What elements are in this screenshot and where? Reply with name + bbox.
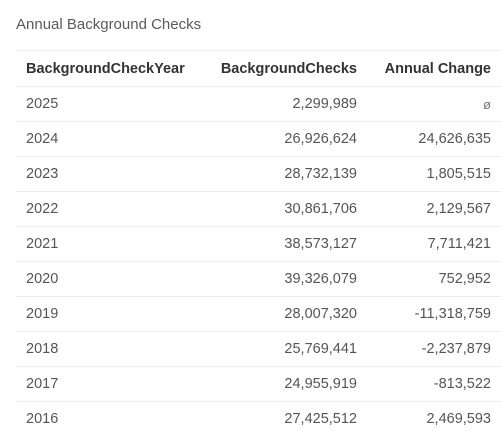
table-row: 2021 38,573,127 7,711,421 xyxy=(16,227,501,262)
table-row: 2016 27,425,512 2,469,593 xyxy=(16,402,501,436)
table-row: 2025 2,299,989 ø xyxy=(16,87,501,122)
cell-year: 2017 xyxy=(16,367,204,402)
table-row: 2020 39,326,079 752,952 xyxy=(16,262,501,297)
cell-year: 2018 xyxy=(16,332,204,367)
table-panel: Annual Background Checks BackgroundCheck… xyxy=(16,0,501,436)
cell-checks: 28,007,320 xyxy=(204,297,367,332)
cell-annual-change-null: ø xyxy=(367,87,501,122)
cell-annual-change: 752,952 xyxy=(367,262,501,297)
table-row: 2018 25,769,441 -2,237,879 xyxy=(16,332,501,367)
cell-annual-change: 2,469,593 xyxy=(367,402,501,436)
cell-checks: 28,732,139 xyxy=(204,157,367,192)
panel-title: Annual Background Checks xyxy=(16,0,501,51)
cell-checks: 24,955,919 xyxy=(204,367,367,402)
cell-year: 2021 xyxy=(16,227,204,262)
column-header-year[interactable]: BackgroundCheckYear xyxy=(16,51,204,87)
cell-annual-change: -813,522 xyxy=(367,367,501,402)
cell-checks: 25,769,441 xyxy=(204,332,367,367)
cell-checks: 30,861,706 xyxy=(204,192,367,227)
table-header-row: BackgroundCheckYear BackgroundChecks Ann… xyxy=(16,51,501,87)
cell-year: 2024 xyxy=(16,122,204,157)
cell-annual-change: 2,129,567 xyxy=(367,192,501,227)
cell-annual-change: 7,711,421 xyxy=(367,227,501,262)
column-header-annual-change[interactable]: Annual Change xyxy=(367,51,501,87)
cell-checks: 38,573,127 xyxy=(204,227,367,262)
table-row: 2022 30,861,706 2,129,567 xyxy=(16,192,501,227)
cell-checks: 2,299,989 xyxy=(204,87,367,122)
table-row: 2024 26,926,624 24,626,635 xyxy=(16,122,501,157)
cell-year: 2025 xyxy=(16,87,204,122)
cell-checks: 27,425,512 xyxy=(204,402,367,436)
cell-year: 2016 xyxy=(16,402,204,436)
cell-checks: 26,926,624 xyxy=(204,122,367,157)
cell-annual-change: 24,626,635 xyxy=(367,122,501,157)
cell-annual-change: -2,237,879 xyxy=(367,332,501,367)
table-row: 2023 28,732,139 1,805,515 xyxy=(16,157,501,192)
cell-annual-change: 1,805,515 xyxy=(367,157,501,192)
table-row: 2019 28,007,320 -11,318,759 xyxy=(16,297,501,332)
table-row: 2017 24,955,919 -813,522 xyxy=(16,367,501,402)
cell-annual-change: -11,318,759 xyxy=(367,297,501,332)
cell-year: 2023 xyxy=(16,157,204,192)
cell-year: 2022 xyxy=(16,192,204,227)
column-header-checks[interactable]: BackgroundChecks xyxy=(204,51,367,87)
cell-checks: 39,326,079 xyxy=(204,262,367,297)
background-checks-table: BackgroundCheckYear BackgroundChecks Ann… xyxy=(16,51,501,436)
cell-year: 2020 xyxy=(16,262,204,297)
cell-year: 2019 xyxy=(16,297,204,332)
